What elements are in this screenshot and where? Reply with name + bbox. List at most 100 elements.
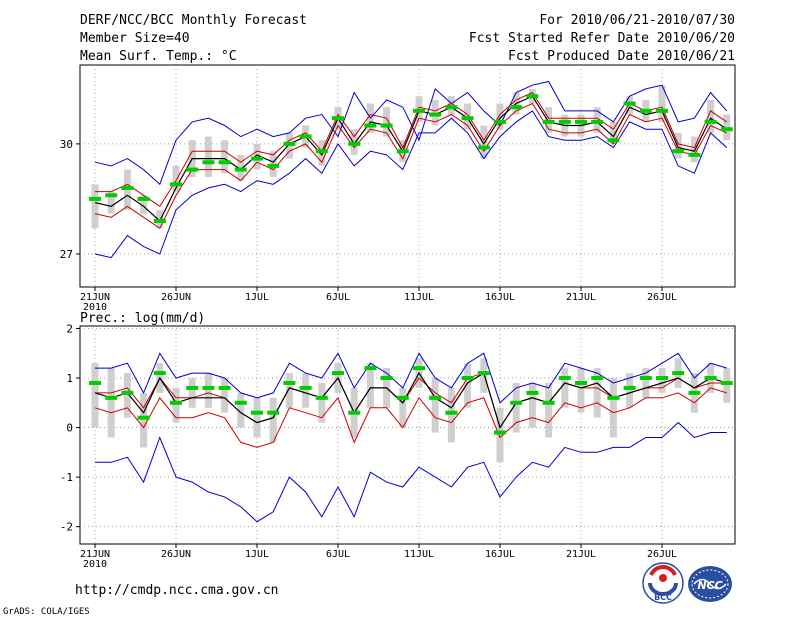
spread-box: [91, 184, 99, 229]
observed-marker: [153, 371, 166, 376]
spread-box: [383, 107, 391, 137]
observed-marker: [121, 390, 134, 395]
observed-marker: [656, 376, 668, 381]
spread-box: [577, 368, 585, 413]
series-ensemble-min: [94, 110, 728, 259]
spread-box: [172, 387, 180, 423]
observed-marker: [720, 127, 733, 132]
x-tick-label: 1JUL: [245, 292, 269, 303]
spread-box: [221, 378, 229, 413]
observed-marker: [396, 149, 409, 154]
spread-box: [107, 368, 115, 438]
observed-marker: [461, 116, 474, 121]
spread-box: [674, 132, 682, 159]
observed-marker: [380, 376, 393, 381]
spread-box: [609, 121, 617, 144]
observed-marker: [639, 376, 652, 381]
y-tick-label: -1: [60, 471, 73, 484]
observed-marker: [429, 395, 442, 400]
plot-frame: [79, 325, 736, 545]
spread-box: [204, 373, 212, 408]
y-tick-label: 0: [66, 422, 73, 435]
observed-marker: [720, 380, 733, 385]
observed-marker: [364, 366, 377, 371]
spread-box: [188, 378, 196, 408]
plot-frame: [79, 64, 736, 288]
observed-marker: [623, 385, 636, 390]
temperature-panel: 21JUN 26JUN 1JUL 6JUL 11JUL 16JUL 21JUL 26JUL 20…: [60, 64, 736, 313]
spread-box: [609, 378, 617, 438]
observed-marker: [105, 395, 118, 400]
spread-box: [658, 85, 666, 122]
observed-marker: [591, 376, 604, 381]
spread-box: [464, 363, 472, 408]
spread-box: [285, 373, 293, 408]
series-lower: [94, 387, 727, 448]
footer-url[interactable]: http://cmdp.ncc.cma.gov.cn: [75, 583, 279, 598]
observed-marker: [364, 123, 377, 128]
year-label: 2010: [83, 559, 107, 570]
spread-box: [528, 382, 536, 428]
x-tick-label: 6JUL: [326, 549, 350, 560]
x-tick-label: 16JUL: [485, 292, 515, 303]
observed-marker: [380, 123, 393, 128]
observed-marker: [105, 193, 118, 198]
observed-marker: [413, 366, 425, 371]
x-tick-label: 11JUL: [404, 549, 434, 560]
x-tick-label: 11JUL: [404, 292, 434, 303]
ncc-logo: NCC: [688, 566, 732, 602]
observed-marker: [348, 410, 361, 415]
x-tick-label: 16JUL: [485, 549, 515, 560]
observed-marker: [623, 101, 636, 106]
forecast-period: For 2010/06/21-2010/07/30: [539, 13, 735, 28]
y-tick-label: -2: [60, 521, 73, 534]
observed-marker: [542, 400, 555, 405]
x-tick-label: 21JUL: [566, 292, 596, 303]
observed-marker: [688, 152, 701, 157]
observed-marker: [89, 196, 101, 201]
observed-marker: [704, 119, 717, 124]
series-lower: [94, 102, 728, 230]
observed-marker: [315, 149, 328, 154]
forecast-produced-date: Fcst Produced Date 2010/06/21: [508, 49, 735, 64]
y-tick-label: 30: [60, 138, 73, 151]
spread-box: [593, 368, 601, 418]
spread-box: [172, 165, 180, 192]
spread-box: [658, 368, 666, 393]
spread-box: [399, 387, 407, 428]
observed-marker: [575, 119, 587, 124]
spread-box: [91, 363, 99, 428]
spread-box: [480, 125, 488, 159]
observed-marker: [413, 108, 425, 113]
observed-marker: [477, 371, 490, 376]
spread-box: [480, 358, 488, 393]
footer-credit: GrADS: COLA/IGES: [3, 607, 90, 617]
observed-marker: [607, 395, 620, 400]
chart-title: DERF/NCC/BCC Monthly Forecast: [80, 13, 307, 28]
x-tick-label: 26JUL: [647, 292, 677, 303]
observed-marker: [283, 141, 296, 146]
spread-box: [204, 136, 212, 177]
x-tick-label: 21JUN: [80, 549, 110, 560]
spread-box: [431, 378, 439, 433]
observed-marker: [607, 138, 620, 143]
x-tick-label: 1JUL: [245, 549, 269, 560]
spread-box: [496, 407, 504, 463]
observed-marker: [494, 430, 506, 435]
series-ensemble-mean: [94, 95, 728, 222]
x-tick-label: 26JUN: [161, 549, 191, 560]
spread-box: [123, 373, 131, 418]
member-size: Member Size=40: [80, 31, 190, 46]
observed-marker: [170, 400, 182, 405]
spread-box: [140, 392, 148, 448]
x-tick-label: 26JUL: [647, 549, 677, 560]
spread-box: [302, 373, 310, 408]
series-ensemble-max: [94, 80, 728, 186]
observed-marker: [494, 119, 506, 124]
forecast-start-date: Fcst Started Refer Date 2010/06/20: [469, 31, 735, 46]
x-tick-label: 21JUN: [80, 292, 110, 303]
observed-marker: [137, 415, 150, 420]
observed-marker: [267, 163, 280, 168]
spread-box: [723, 368, 731, 403]
